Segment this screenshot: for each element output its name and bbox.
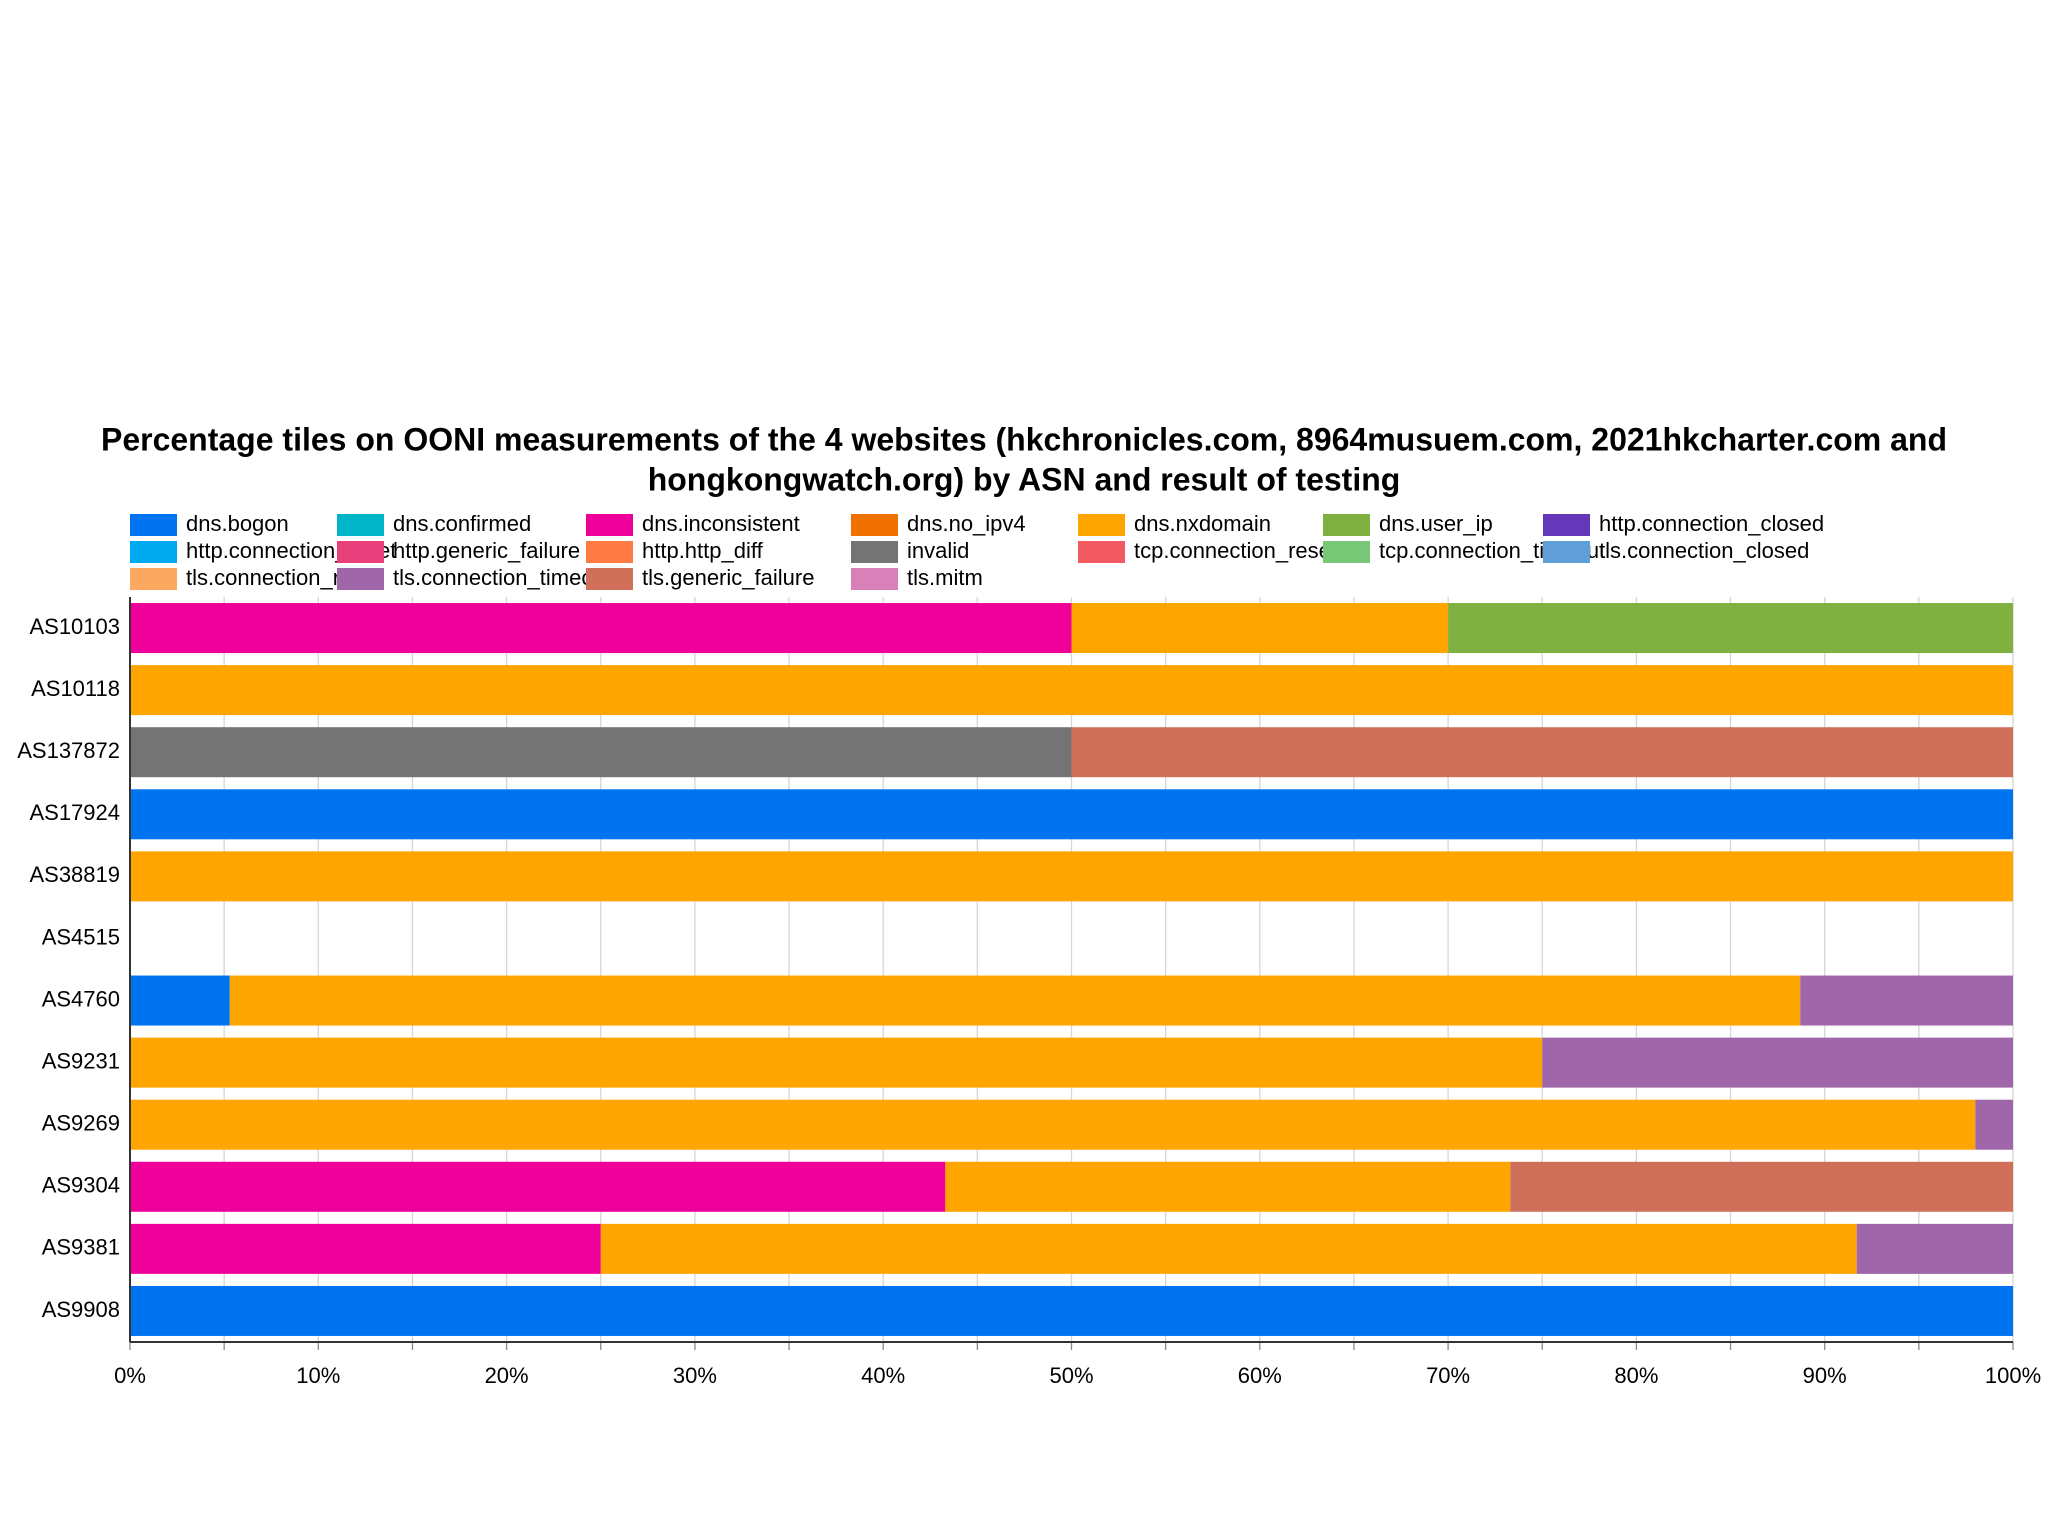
x-tick-label: 90%	[1803, 1363, 1847, 1388]
legend-label: dns.no_ipv4	[907, 511, 1026, 536]
bar-segment	[1071, 727, 2013, 778]
y-tick-label: AS10103	[29, 614, 120, 639]
y-tick-label: AS9381	[42, 1235, 120, 1260]
bar-segment	[130, 851, 2013, 902]
legend-label: dns.user_ip	[1379, 511, 1493, 536]
legend-label: http.http_diff	[642, 538, 764, 563]
bar-segment	[1510, 1161, 2013, 1212]
legend-swatch	[130, 514, 177, 536]
bar-segment	[130, 1099, 1976, 1150]
legend-label: dns.bogon	[186, 511, 289, 536]
legend-swatch	[130, 568, 177, 590]
x-tick-label: 10%	[296, 1363, 340, 1388]
legend-swatch	[337, 541, 384, 563]
bar-segment	[600, 1223, 1857, 1274]
legend-label: tls.connection_timeout	[393, 565, 612, 590]
legend-swatch	[586, 541, 633, 563]
bar-segment	[1448, 603, 2013, 654]
axes: 0% 10% 20% 30% 40% 50% 60% 70% 80% 90% 100% AS10103…	[17, 597, 2041, 1388]
bar-segment	[130, 603, 1072, 654]
y-tick-label: AS9231	[42, 1048, 120, 1073]
bar-segment	[1542, 1037, 2013, 1088]
y-tick-label: AS9269	[42, 1111, 120, 1136]
y-tick-label: AS9304	[42, 1173, 120, 1198]
y-tick-label: AS137872	[17, 738, 120, 763]
legend-swatch	[1543, 514, 1590, 536]
y-tick-label: AS17924	[29, 800, 120, 825]
legend-swatch	[851, 541, 898, 563]
legend-label: tls.mitm	[907, 565, 983, 590]
legend-swatch	[337, 568, 384, 590]
legend-swatch	[1078, 541, 1125, 563]
legend-label: tcp.connection_reset	[1134, 538, 1337, 563]
x-tick-label: 20%	[485, 1363, 529, 1388]
bar-segment	[130, 665, 2013, 716]
bar-segment	[229, 975, 1801, 1026]
legend-swatch	[586, 568, 633, 590]
grid	[223, 597, 2014, 1342]
legend-label: dns.inconsistent	[642, 511, 800, 536]
legend-label: dns.nxdomain	[1134, 511, 1271, 536]
bar-segment	[945, 1161, 1511, 1212]
legend-swatch	[1323, 514, 1370, 536]
x-tick-label: 0%	[114, 1363, 146, 1388]
x-tick-label: 40%	[861, 1363, 905, 1388]
bar-segment	[130, 975, 230, 1026]
bar-segment	[130, 1285, 2013, 1336]
legend-swatch	[1078, 514, 1125, 536]
legend-label: invalid	[907, 538, 969, 563]
legend-swatch	[130, 541, 177, 563]
legend-label: http.connection_closed	[1599, 511, 1824, 536]
bar-segment	[130, 1223, 601, 1274]
x-tick-label: 100%	[1985, 1363, 2041, 1388]
bar-segment	[130, 789, 2013, 840]
y-tick-label: AS10118	[31, 676, 120, 701]
legend-swatch	[1543, 541, 1590, 563]
legend-label: tls.generic_failure	[642, 565, 814, 590]
bar-segment	[130, 1161, 946, 1212]
bar-segment	[1071, 603, 1449, 654]
x-tick-label: 50%	[1049, 1363, 1093, 1388]
x-tick-label: 70%	[1426, 1363, 1470, 1388]
chart-title: Percentage tiles on OONI measurements of…	[101, 421, 1947, 457]
legend-swatch	[337, 514, 384, 536]
legend-label: http.generic_failure	[393, 538, 580, 563]
legend-swatch	[851, 568, 898, 590]
bar-segment	[1800, 975, 2013, 1026]
legend-label: dns.confirmed	[393, 511, 531, 536]
bar-segment	[1856, 1223, 2013, 1274]
x-tick-label: 30%	[673, 1363, 717, 1388]
legend-label: tls.connection_closed	[1599, 538, 1809, 563]
y-tick-label: AS4760	[42, 986, 120, 1011]
bar-segment	[1975, 1099, 2013, 1150]
bar-segment	[130, 1037, 1543, 1088]
x-tick-label: 80%	[1614, 1363, 1658, 1388]
bars	[130, 603, 2013, 1336]
chart-title: hongkongwatch.org) by ASN and result of …	[648, 461, 1401, 497]
x-tick-label: 60%	[1238, 1363, 1282, 1388]
y-tick-label: AS38819	[29, 862, 120, 887]
legend-swatch	[586, 514, 633, 536]
y-tick-label: AS9908	[42, 1297, 120, 1322]
bar-segment	[130, 727, 1072, 778]
y-tick-label: AS4515	[42, 924, 120, 949]
legend-swatch	[851, 514, 898, 536]
legend-swatch	[1323, 541, 1370, 563]
